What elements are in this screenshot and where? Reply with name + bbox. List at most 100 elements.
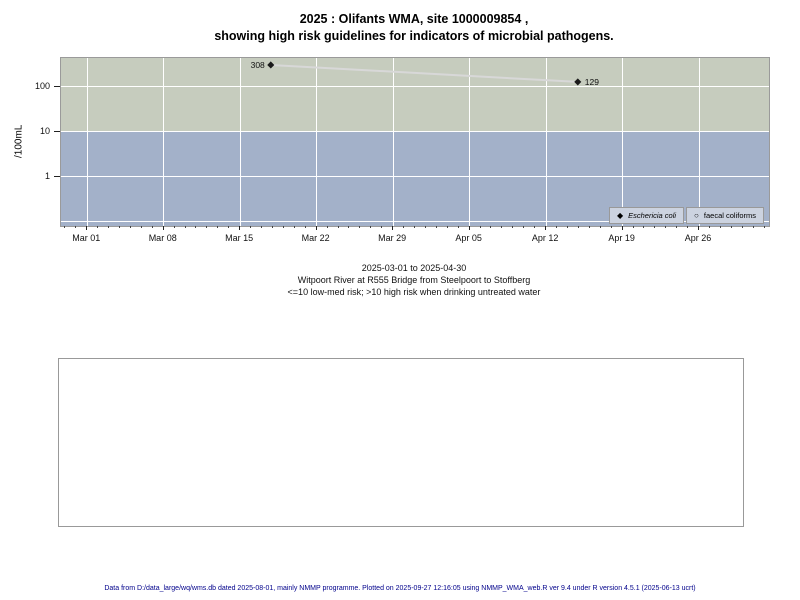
x-axis-minor-tick <box>676 226 678 228</box>
x-axis-major-tick <box>392 226 394 230</box>
x-axis-minor-tick <box>741 226 743 228</box>
series-line-eschericia-coli <box>270 63 578 83</box>
x-axis-minor-tick <box>64 226 66 228</box>
x-axis-minor-tick <box>501 226 503 228</box>
x-axis-minor-tick <box>151 226 153 228</box>
x-axis-minor-tick <box>512 226 514 228</box>
x-axis-minor-tick <box>348 226 350 228</box>
x-axis-minor-tick <box>446 226 448 228</box>
x-tick-label: Mar 29 <box>378 233 407 243</box>
v-gridline <box>545 58 547 226</box>
chart-subtitle: 2025-03-01 to 2025-04-30 Witpoort River … <box>60 262 768 298</box>
x-axis-major-tick <box>239 226 241 230</box>
x-axis-minor-tick <box>228 226 230 228</box>
x-axis-minor-tick <box>304 226 306 228</box>
x-axis-minor-tick <box>326 226 328 228</box>
x-axis-major-tick <box>621 226 623 230</box>
x-axis-minor-tick <box>359 226 361 228</box>
y-tick-label: 1 <box>44 170 50 181</box>
x-axis-minor-tick <box>184 226 186 228</box>
open-circle-icon: ○ <box>694 210 699 220</box>
x-tick-label: Apr 05 <box>455 233 482 243</box>
x-axis-minor-tick <box>534 226 536 228</box>
x-axis-major-tick <box>698 226 700 230</box>
x-tick-label: Apr 12 <box>531 233 559 243</box>
x-tick-label: Mar 15 <box>225 233 254 243</box>
plot-area-svg <box>267 61 582 86</box>
legend-entry-faecal-coliforms: ○ faecal coliforms <box>686 207 764 224</box>
x-axis-minor-tick <box>97 226 99 228</box>
x-tick-label: Mar 22 <box>301 233 330 243</box>
x-axis-major-tick <box>468 226 470 230</box>
x-axis-minor-tick <box>403 226 405 228</box>
plot-panel: ◆ Eschericia coli ○ faecal coliforms 308… <box>60 57 770 227</box>
x-axis-minor-tick <box>730 226 732 228</box>
x-axis-minor-tick <box>173 226 175 228</box>
v-gridline <box>469 58 471 226</box>
x-axis-major-tick <box>315 226 317 230</box>
legend-label-faecal-coliforms: faecal coliforms <box>703 211 756 220</box>
v-gridline <box>698 58 700 226</box>
x-axis-minor-tick <box>217 226 219 228</box>
x-axis-minor-tick <box>556 226 558 228</box>
x-axis-minor-tick <box>75 226 77 228</box>
data-point-marker <box>267 61 275 69</box>
x-axis-minor-tick <box>424 226 426 228</box>
x-axis-minor-tick <box>752 226 754 228</box>
y-axis-tick <box>54 85 60 87</box>
x-axis-minor-tick <box>566 226 568 228</box>
subtitle-site-description: Witpoort River at R555 Bridge from Steel… <box>297 275 531 285</box>
x-axis-minor-tick <box>370 226 372 228</box>
x-axis-minor-tick <box>261 226 263 228</box>
data-point-label: 308 <box>250 59 265 70</box>
x-axis-minor-tick <box>577 226 579 228</box>
v-gridline <box>163 58 165 226</box>
x-axis-minor-tick <box>457 226 459 228</box>
h-gridline <box>61 221 769 223</box>
v-gridline <box>392 58 394 226</box>
x-axis-minor-tick <box>479 226 481 228</box>
x-axis-minor-tick <box>195 226 197 228</box>
x-axis-minor-tick <box>119 226 120 228</box>
y-tick-label: 10 <box>39 125 50 136</box>
x-axis-minor-tick <box>250 226 252 228</box>
x-axis-minor-tick <box>490 226 492 228</box>
x-axis-minor-tick <box>206 226 208 228</box>
y-tick-label: 100 <box>34 80 50 91</box>
data-point-marker <box>574 78 582 86</box>
legend-entry-eschericia-coli: ◆ Eschericia coli <box>608 207 685 224</box>
x-axis-minor-tick <box>654 226 656 228</box>
x-axis-major-tick <box>86 226 88 230</box>
y-axis-tick <box>54 130 60 132</box>
x-tick-label: Mar 01 <box>72 233 101 243</box>
v-gridline <box>86 58 88 226</box>
subtitle-risk-guideline: <=10 low-med risk; >10 high risk when dr… <box>287 287 541 297</box>
x-axis-major-tick <box>545 226 547 230</box>
chart-title: 2025 : Olifants WMA, site 1000009854 , s… <box>60 11 768 45</box>
x-axis-minor-tick <box>632 226 634 228</box>
x-tick-label: Mar 08 <box>148 233 177 243</box>
x-axis-minor-tick <box>643 226 645 228</box>
x-tick-label: Apr 19 <box>608 233 635 243</box>
h-gridline <box>61 176 769 178</box>
x-axis-minor-tick <box>140 226 142 228</box>
x-axis-minor-tick <box>414 226 415 228</box>
v-gridline <box>239 58 241 226</box>
x-axis-minor-tick <box>763 226 765 228</box>
empty-notes-panel <box>58 358 744 527</box>
x-axis-minor-tick <box>108 226 110 228</box>
x-axis-minor-tick <box>687 226 689 228</box>
x-axis-minor-tick <box>293 226 295 228</box>
x-axis-minor-tick <box>381 226 383 228</box>
chart-title-line2: showing high risk guidelines for indicat… <box>214 29 614 43</box>
h-gridline <box>61 86 769 88</box>
subtitle-date-range: 2025-03-01 to 2025-04-30 <box>361 263 467 273</box>
x-axis-minor-tick <box>610 226 612 228</box>
x-axis-minor-tick <box>435 226 437 228</box>
h-gridline <box>61 131 769 133</box>
chart-title-line1: 2025 : Olifants WMA, site 1000009854 , <box>299 12 529 26</box>
x-axis-minor-tick <box>719 226 721 228</box>
x-axis-minor-tick <box>523 226 525 228</box>
v-gridline <box>316 58 318 226</box>
